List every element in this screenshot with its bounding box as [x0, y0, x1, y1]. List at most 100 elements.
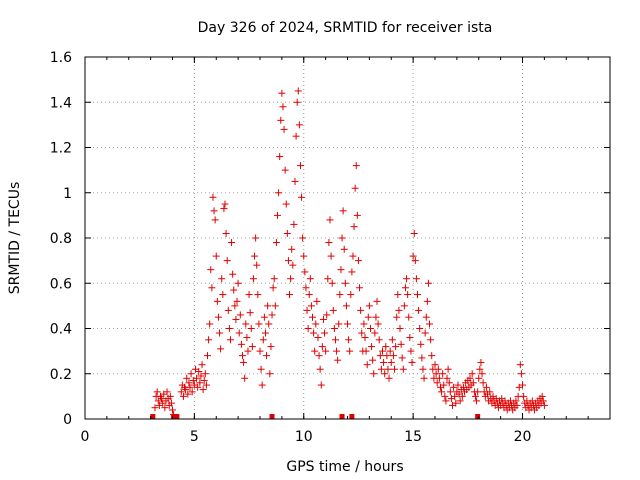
data-point	[268, 311, 276, 319]
data-point	[333, 347, 341, 355]
data-point	[417, 340, 425, 348]
data-point	[295, 121, 303, 129]
data-point	[248, 343, 256, 351]
data-point	[309, 313, 316, 321]
data-point	[388, 336, 396, 344]
y-tick-label: 1	[63, 186, 72, 202]
data-point	[207, 266, 215, 274]
data-point	[538, 392, 546, 400]
data-point	[303, 306, 311, 314]
data-point	[261, 329, 269, 337]
data-point	[212, 252, 220, 260]
data-point	[438, 388, 446, 396]
data-point	[237, 340, 245, 348]
data-point	[265, 320, 273, 328]
data-point	[334, 356, 342, 364]
data-point	[229, 270, 237, 278]
data-point	[161, 404, 169, 412]
data-point	[316, 365, 324, 373]
data-point	[517, 370, 525, 378]
data-point	[236, 311, 244, 319]
data-point	[519, 381, 526, 389]
data-point	[304, 325, 312, 332]
data-point	[255, 320, 263, 328]
data-point	[356, 284, 364, 292]
data-point	[329, 306, 337, 314]
y-tick-label: 0	[63, 412, 72, 428]
data-point	[432, 370, 440, 378]
data-point	[194, 383, 202, 391]
data-point	[351, 184, 359, 192]
data-point	[387, 358, 395, 366]
x-tick-label: 20	[514, 429, 532, 445]
data-point	[324, 275, 332, 283]
data-point	[441, 392, 449, 400]
data-point	[350, 223, 358, 231]
data-point	[258, 381, 266, 389]
data-point	[221, 200, 229, 208]
data-point	[201, 370, 209, 378]
data-point	[193, 374, 201, 382]
data-point	[346, 347, 354, 355]
data-point	[410, 229, 418, 237]
tick-labels: 0 5 10 15 20 0 0.2 0.4 0.6 0.8 1 1.2 1.4 1.6	[50, 50, 532, 445]
data-point	[361, 334, 369, 342]
data-point	[302, 284, 310, 292]
data-point	[540, 401, 548, 409]
data-point	[380, 358, 388, 366]
data-point	[169, 406, 176, 414]
data-point	[398, 354, 406, 362]
data-point	[416, 325, 424, 332]
data-point	[486, 388, 494, 396]
data-point	[336, 291, 344, 299]
x-axis-label: GPS time / hours	[286, 459, 403, 475]
data-point	[153, 388, 161, 396]
data-point	[452, 399, 460, 407]
data-point	[278, 89, 286, 97]
data-point	[512, 397, 520, 405]
data-point	[407, 347, 415, 355]
data-point	[456, 397, 464, 405]
data-point	[228, 239, 236, 247]
data-point	[188, 388, 196, 396]
data-point	[458, 392, 466, 400]
data-point	[294, 87, 302, 95]
data-point	[473, 397, 481, 405]
data-point	[244, 347, 252, 355]
data-point	[420, 374, 428, 382]
data-point	[187, 370, 195, 378]
data-point	[259, 336, 267, 344]
data-point	[198, 361, 206, 369]
data-point	[281, 166, 289, 174]
data-point	[266, 370, 274, 378]
data-point	[384, 365, 392, 373]
data-point	[252, 234, 260, 242]
baseline-markers	[150, 414, 481, 419]
data-point	[231, 302, 239, 310]
data-point	[475, 374, 483, 382]
data-point	[183, 374, 191, 382]
data-point	[422, 313, 430, 321]
data-point	[439, 370, 447, 378]
data-point	[300, 252, 308, 260]
data-point	[286, 291, 294, 299]
data-point	[379, 347, 386, 355]
data-point	[474, 388, 482, 396]
data-point	[256, 347, 264, 355]
x-tick-label: 10	[295, 429, 313, 445]
data-point	[257, 365, 265, 373]
x-tick-label: 15	[404, 429, 422, 445]
baseline-marker	[171, 414, 177, 419]
data-point	[330, 325, 338, 332]
data-point	[214, 313, 222, 321]
data-point	[399, 365, 407, 373]
y-tick-label: 1.4	[50, 95, 72, 111]
data-point	[431, 361, 439, 369]
data-point	[442, 397, 450, 405]
y-tick-label: 1.6	[50, 50, 72, 66]
data-point	[450, 383, 458, 391]
data-point	[371, 329, 379, 337]
data-point	[375, 336, 383, 344]
